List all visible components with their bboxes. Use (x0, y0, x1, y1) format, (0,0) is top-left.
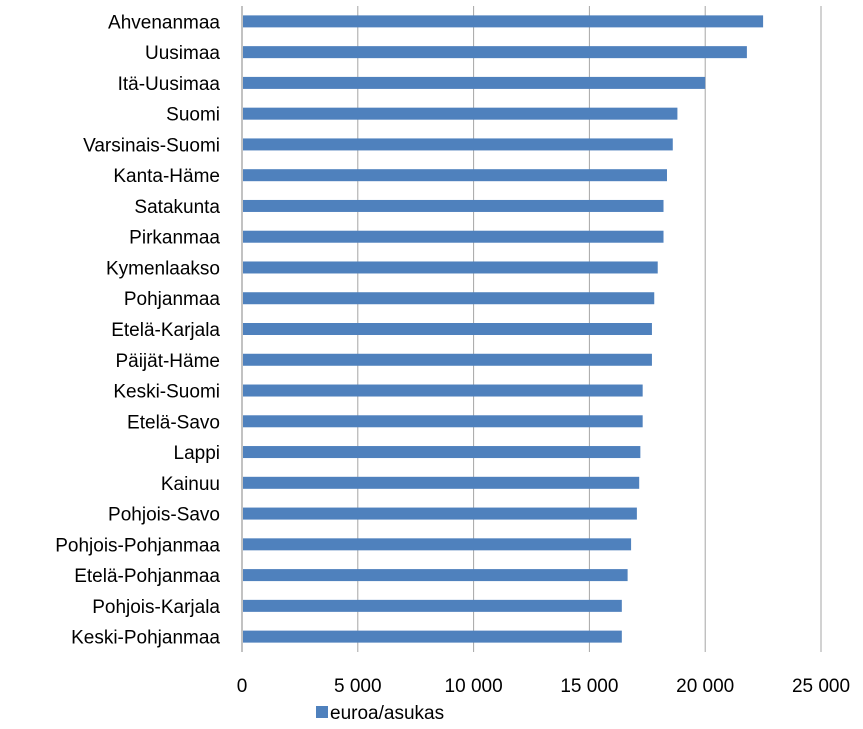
category-label: Lappi (174, 443, 221, 464)
x-tick-label: 20 000 (676, 676, 734, 697)
bar (243, 169, 667, 182)
category-label: Etelä-Karjala (111, 320, 220, 341)
category-label: Suomi (166, 105, 220, 126)
category-label: Kymenlaakso (106, 258, 220, 279)
category-label: Pirkanmaa (129, 228, 220, 249)
bar (243, 199, 664, 212)
bar (243, 384, 643, 397)
x-tick-labels: 0 5 000 10 000 15 000 20 000 25 000 (237, 676, 850, 697)
category-label: Kanta-Häme (113, 166, 220, 187)
x-tick-label: 10 000 (445, 676, 503, 697)
bar (243, 538, 632, 551)
category-label: Satakunta (134, 197, 220, 218)
bar (243, 138, 673, 151)
category-label: Itä-Uusimaa (118, 74, 221, 95)
category-label: Pohjanmaa (124, 289, 221, 310)
bar (243, 76, 706, 89)
category-label: Päijät-Häme (115, 351, 220, 372)
category-label: Pohjois-Karjala (92, 597, 220, 618)
legend: euroa/asukas (316, 703, 444, 724)
x-tick-label: 5 000 (334, 676, 382, 697)
bar (243, 292, 655, 305)
category-label: Keski-Pohjanmaa (71, 628, 220, 649)
bar (243, 107, 678, 120)
bar (243, 569, 628, 582)
bar (243, 323, 652, 335)
bar (243, 599, 622, 612)
category-label: Uusimaa (145, 43, 220, 64)
bar (243, 230, 664, 243)
category-labels: Ahvenanmaa Uusimaa Itä-Uusimaa Suomi Varsina… (55, 12, 220, 648)
category-label: Etelä-Savo (127, 412, 220, 433)
bar (243, 630, 622, 643)
category-label: Pohjois-Savo (108, 505, 220, 526)
x-tick-label: 25 000 (792, 676, 850, 697)
category-label: Pohjois-Pohjanmaa (55, 535, 220, 556)
bar (243, 415, 643, 428)
bar (243, 46, 747, 59)
bar (243, 446, 641, 459)
legend-swatch (316, 706, 328, 718)
bar (243, 15, 764, 28)
category-label: Keski-Suomi (113, 382, 220, 403)
category-label: Varsinais-Suomi (83, 135, 220, 156)
category-label: Kainuu (161, 474, 220, 495)
bar (243, 261, 658, 274)
bars (243, 15, 764, 643)
bar (243, 476, 640, 489)
category-label: Ahvenanmaa (108, 12, 220, 33)
bar (243, 507, 637, 520)
legend-label: euroa/asukas (330, 703, 444, 724)
category-label: Etelä-Pohjanmaa (74, 566, 220, 587)
x-tick-label: 0 (237, 676, 248, 697)
x-tick-label: 15 000 (560, 676, 618, 697)
bar (243, 353, 652, 366)
